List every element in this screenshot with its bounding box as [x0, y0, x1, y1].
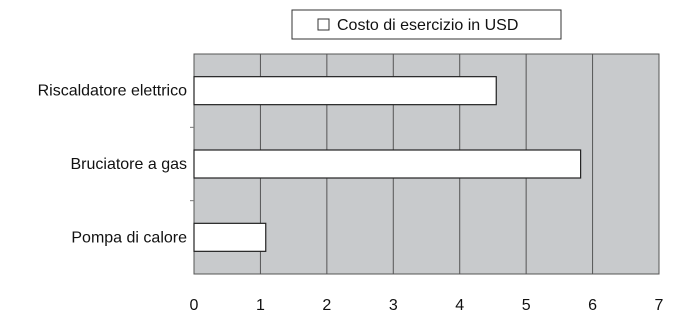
bar — [193, 222, 267, 252]
category-ticks — [190, 126, 194, 202]
bar — [193, 149, 582, 179]
category-label: Pompa di calore — [71, 229, 187, 246]
x-axis-tick-labels: 0 1 2 3 4 5 6 7 — [190, 297, 664, 314]
legend-box — [291, 9, 562, 40]
x-tick-label: 1 — [256, 297, 265, 314]
legend: Costo di esercizio in USD — [291, 9, 562, 40]
x-tick-label: 3 — [389, 297, 398, 314]
category-label: Bruciatore a gas — [70, 156, 187, 173]
x-tick-label: 2 — [322, 297, 331, 314]
bars — [193, 76, 582, 252]
x-tick-label: 6 — [588, 297, 597, 314]
x-tick-label: 4 — [455, 297, 464, 314]
x-tick-label: 5 — [522, 297, 531, 314]
x-tick-label: 0 — [190, 297, 199, 314]
category-labels: Riscaldatore elettrico Bruciatore a gas Po… — [38, 83, 188, 247]
legend-swatch — [317, 18, 330, 31]
legend-label: Costo di esercizio in USD — [337, 17, 518, 34]
x-tick-label: 7 — [655, 297, 664, 314]
category-label: Riscaldatore elettrico — [38, 83, 188, 100]
bar — [193, 76, 497, 106]
